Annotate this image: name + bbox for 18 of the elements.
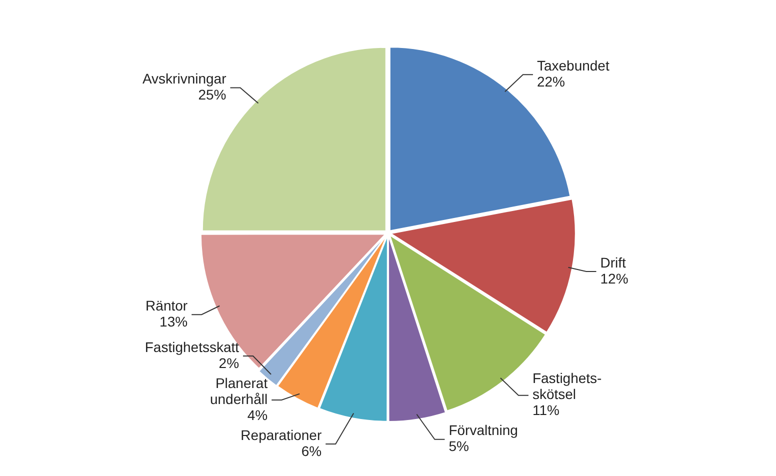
slice-label: Avskrivningar — [142, 70, 227, 87]
data-label: 5% — [448, 438, 469, 454]
slice-label: Drift — [600, 254, 626, 270]
data-label: 12% — [600, 270, 628, 286]
data-label: 22% — [536, 74, 565, 90]
slice-label: Räntor — [146, 297, 188, 314]
data-label: 11% — [532, 402, 560, 418]
data-label: 4% — [247, 406, 268, 423]
slice-label: Reparationer — [240, 426, 322, 443]
slice-label: Taxebundet — [536, 58, 610, 74]
slice-label: Planerat underhåll — [210, 374, 268, 407]
data-label: 6% — [301, 442, 322, 459]
data-label: 2% — [218, 354, 240, 371]
slice-label: Fastighetsskatt — [144, 338, 240, 355]
slice-label: Fastighets-skötsel — [532, 370, 602, 402]
data-label: 13% — [160, 313, 188, 330]
slice-label: Förvaltning — [448, 422, 518, 438]
data-label: 25% — [198, 86, 226, 103]
